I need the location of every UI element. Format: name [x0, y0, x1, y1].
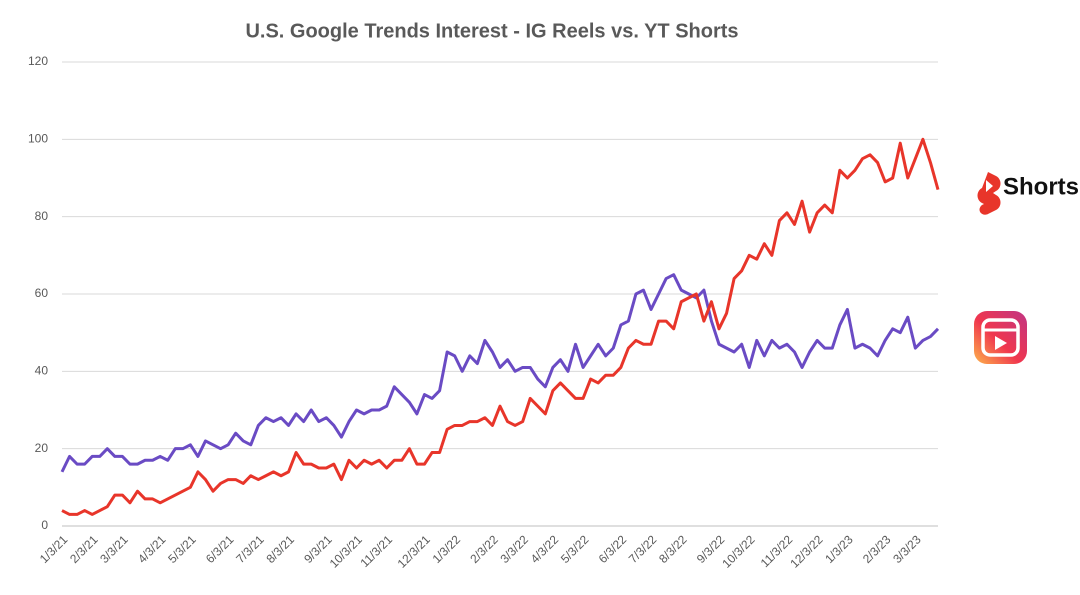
x-tick-label: 8/3/22 — [656, 532, 690, 566]
x-tick-label: 12/3/21 — [395, 532, 433, 570]
x-tick-label: 6/3/22 — [596, 532, 630, 566]
shorts-icon — [977, 172, 1001, 215]
legend-label: Shorts — [1003, 173, 1079, 200]
x-tick-label: 1/3/21 — [37, 532, 71, 566]
x-tick-label: 4/3/21 — [135, 532, 169, 566]
x-tick-label: 3/3/22 — [498, 532, 532, 566]
x-tick-label: 2/3/23 — [860, 532, 894, 566]
x-tick-label: 7/3/22 — [626, 532, 660, 566]
shorts-play — [986, 180, 993, 192]
y-tick-label: 0 — [41, 518, 48, 532]
y-tick-label: 60 — [35, 286, 49, 300]
x-tick-label: 3/3/21 — [97, 532, 131, 566]
series-line — [61, 137, 940, 516]
x-tick-label: 11/3/21 — [358, 532, 396, 570]
y-tick-label: 100 — [28, 132, 48, 146]
x-tick-label: 4/3/22 — [528, 532, 562, 566]
y-tick-label: 20 — [35, 441, 49, 455]
y-tick-label: 120 — [28, 54, 48, 68]
x-tick-label: 2/3/22 — [467, 532, 501, 566]
x-tick-label: 6/3/21 — [203, 532, 237, 566]
reels-icon — [974, 311, 1027, 364]
y-tick-label: 40 — [35, 364, 49, 378]
shorts-legend: Shorts — [977, 172, 1079, 215]
series-line — [60, 273, 940, 473]
reels-play — [995, 336, 1007, 350]
reels-legend — [974, 311, 1027, 364]
x-tick-label: 3/3/23 — [890, 532, 924, 566]
x-tick-label: 10/3/22 — [719, 532, 757, 570]
x-tick-label: 2/3/21 — [67, 532, 101, 566]
x-tick-label: 8/3/21 — [263, 532, 297, 566]
x-tick-label: 10/3/21 — [327, 532, 365, 570]
x-tick-label: 1/3/23 — [822, 532, 856, 566]
x-tick-label: 7/3/21 — [233, 532, 267, 566]
x-tick-label: 1/3/22 — [430, 532, 464, 566]
reels-frame — [981, 318, 1020, 357]
x-tick-label: 5/3/21 — [165, 532, 199, 566]
chart-title: U.S. Google Trends Interest - IG Reels v… — [245, 20, 738, 42]
x-tick-label: 5/3/22 — [558, 532, 592, 566]
x-tick-label: 12/3/22 — [787, 532, 825, 570]
y-tick-label: 80 — [35, 209, 49, 223]
